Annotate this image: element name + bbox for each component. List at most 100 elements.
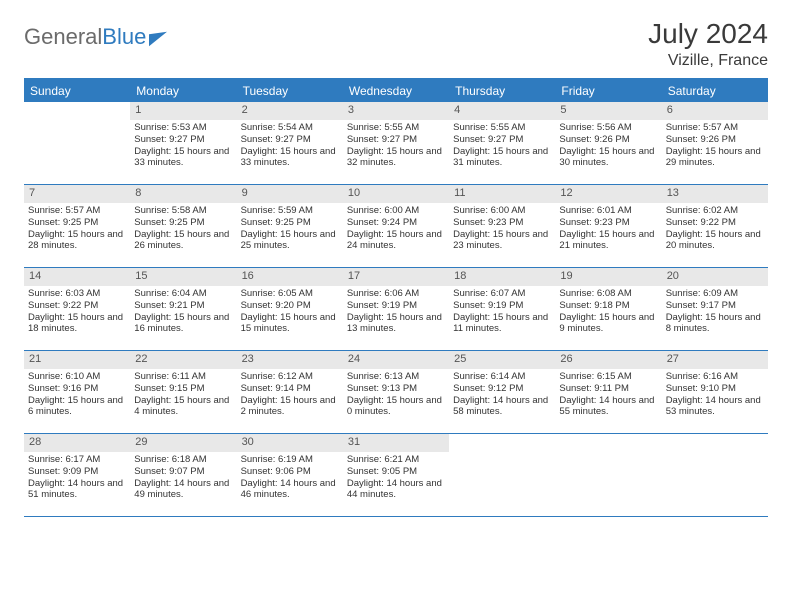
day-cell: 4Sunrise: 5:55 AMSunset: 9:27 PMDaylight… <box>449 102 555 184</box>
sunrise-line: Sunrise: 6:00 AM <box>453 205 551 217</box>
day-body: Sunrise: 6:15 AMSunset: 9:11 PMDaylight:… <box>555 369 661 423</box>
sunrise-line: Sunrise: 6:19 AM <box>241 454 339 466</box>
day-number: 9 <box>237 185 343 203</box>
dow-cell: Sunday <box>24 80 130 102</box>
day-number: 11 <box>449 185 555 203</box>
daylight-line: Daylight: 15 hours and 31 minutes. <box>453 146 551 170</box>
title-block: July 2024 Vizille, France <box>648 18 768 70</box>
sunset-line: Sunset: 9:26 PM <box>666 134 764 146</box>
day-cell: 11Sunrise: 6:00 AMSunset: 9:23 PMDayligh… <box>449 185 555 267</box>
daylight-line: Daylight: 15 hours and 15 minutes. <box>241 312 339 336</box>
day-cell: 28Sunrise: 6:17 AMSunset: 9:09 PMDayligh… <box>24 434 130 516</box>
day-number: 21 <box>24 351 130 369</box>
daylight-line: Daylight: 14 hours and 55 minutes. <box>559 395 657 419</box>
day-number: 26 <box>555 351 661 369</box>
day-number: 17 <box>343 268 449 286</box>
day-cell: 12Sunrise: 6:01 AMSunset: 9:23 PMDayligh… <box>555 185 661 267</box>
day-number: 25 <box>449 351 555 369</box>
day-body: Sunrise: 6:10 AMSunset: 9:16 PMDaylight:… <box>24 369 130 423</box>
day-number: 13 <box>662 185 768 203</box>
daylight-line: Daylight: 15 hours and 23 minutes. <box>453 229 551 253</box>
day-number: 3 <box>343 102 449 120</box>
day-cell: 26Sunrise: 6:15 AMSunset: 9:11 PMDayligh… <box>555 351 661 433</box>
day-number: 20 <box>662 268 768 286</box>
daylight-line: Daylight: 14 hours and 51 minutes. <box>28 478 126 502</box>
day-body: Sunrise: 5:57 AMSunset: 9:26 PMDaylight:… <box>662 120 768 174</box>
daylight-line: Daylight: 15 hours and 6 minutes. <box>28 395 126 419</box>
day-cell: 5Sunrise: 5:56 AMSunset: 9:26 PMDaylight… <box>555 102 661 184</box>
day-body: Sunrise: 6:19 AMSunset: 9:06 PMDaylight:… <box>237 452 343 506</box>
day-body: Sunrise: 6:09 AMSunset: 9:17 PMDaylight:… <box>662 286 768 340</box>
daylight-line: Daylight: 14 hours and 44 minutes. <box>347 478 445 502</box>
day-number: 8 <box>130 185 236 203</box>
sunrise-line: Sunrise: 6:15 AM <box>559 371 657 383</box>
day-cell: 19Sunrise: 6:08 AMSunset: 9:18 PMDayligh… <box>555 268 661 350</box>
month-title: July 2024 <box>648 18 768 50</box>
sunset-line: Sunset: 9:22 PM <box>28 300 126 312</box>
day-cell: 29Sunrise: 6:18 AMSunset: 9:07 PMDayligh… <box>130 434 236 516</box>
day-body: Sunrise: 6:03 AMSunset: 9:22 PMDaylight:… <box>24 286 130 340</box>
brand-part1: General <box>24 24 102 50</box>
day-number: 7 <box>24 185 130 203</box>
dow-cell: Tuesday <box>237 80 343 102</box>
day-cell: 2Sunrise: 5:54 AMSunset: 9:27 PMDaylight… <box>237 102 343 184</box>
day-number: 19 <box>555 268 661 286</box>
sunset-line: Sunset: 9:24 PM <box>347 217 445 229</box>
day-body: Sunrise: 6:18 AMSunset: 9:07 PMDaylight:… <box>130 452 236 506</box>
dow-cell: Friday <box>555 80 661 102</box>
day-cell: 8Sunrise: 5:58 AMSunset: 9:25 PMDaylight… <box>130 185 236 267</box>
dow-cell: Saturday <box>662 80 768 102</box>
daylight-line: Daylight: 14 hours and 46 minutes. <box>241 478 339 502</box>
dow-cell: Monday <box>130 80 236 102</box>
calendar-page: GeneralBlue July 2024 Vizille, France Su… <box>0 0 792 535</box>
day-number: 2 <box>237 102 343 120</box>
day-cell: 17Sunrise: 6:06 AMSunset: 9:19 PMDayligh… <box>343 268 449 350</box>
daylight-line: Daylight: 15 hours and 24 minutes. <box>347 229 445 253</box>
day-number: 27 <box>662 351 768 369</box>
daylight-line: Daylight: 14 hours and 58 minutes. <box>453 395 551 419</box>
day-body: Sunrise: 5:57 AMSunset: 9:25 PMDaylight:… <box>24 203 130 257</box>
dow-cell: Thursday <box>449 80 555 102</box>
day-cell: 18Sunrise: 6:07 AMSunset: 9:19 PMDayligh… <box>449 268 555 350</box>
day-body: Sunrise: 6:01 AMSunset: 9:23 PMDaylight:… <box>555 203 661 257</box>
sunrise-line: Sunrise: 5:55 AM <box>453 122 551 134</box>
sunset-line: Sunset: 9:20 PM <box>241 300 339 312</box>
sunset-line: Sunset: 9:27 PM <box>241 134 339 146</box>
day-cell: 15Sunrise: 6:04 AMSunset: 9:21 PMDayligh… <box>130 268 236 350</box>
day-cell <box>555 434 661 516</box>
day-number: 1 <box>130 102 236 120</box>
day-number: 5 <box>555 102 661 120</box>
day-body: Sunrise: 6:11 AMSunset: 9:15 PMDaylight:… <box>130 369 236 423</box>
daylight-line: Daylight: 14 hours and 49 minutes. <box>134 478 232 502</box>
day-number: 18 <box>449 268 555 286</box>
day-number: 14 <box>24 268 130 286</box>
week-row: 1Sunrise: 5:53 AMSunset: 9:27 PMDaylight… <box>24 102 768 185</box>
daylight-line: Daylight: 15 hours and 28 minutes. <box>28 229 126 253</box>
day-number: 4 <box>449 102 555 120</box>
daylight-line: Daylight: 15 hours and 13 minutes. <box>347 312 445 336</box>
day-cell: 23Sunrise: 6:12 AMSunset: 9:14 PMDayligh… <box>237 351 343 433</box>
day-number: 12 <box>555 185 661 203</box>
sunrise-line: Sunrise: 6:21 AM <box>347 454 445 466</box>
sunrise-line: Sunrise: 5:53 AM <box>134 122 232 134</box>
daylight-line: Daylight: 15 hours and 33 minutes. <box>134 146 232 170</box>
daylight-line: Daylight: 15 hours and 20 minutes. <box>666 229 764 253</box>
sunset-line: Sunset: 9:19 PM <box>347 300 445 312</box>
sunrise-line: Sunrise: 6:01 AM <box>559 205 657 217</box>
day-number: 15 <box>130 268 236 286</box>
day-number: 29 <box>130 434 236 452</box>
week-row: 21Sunrise: 6:10 AMSunset: 9:16 PMDayligh… <box>24 351 768 434</box>
day-number: 16 <box>237 268 343 286</box>
sunrise-line: Sunrise: 5:56 AM <box>559 122 657 134</box>
day-body: Sunrise: 5:53 AMSunset: 9:27 PMDaylight:… <box>130 120 236 174</box>
daylight-line: Daylight: 15 hours and 25 minutes. <box>241 229 339 253</box>
sunset-line: Sunset: 9:23 PM <box>559 217 657 229</box>
day-cell: 13Sunrise: 6:02 AMSunset: 9:22 PMDayligh… <box>662 185 768 267</box>
daylight-line: Daylight: 15 hours and 16 minutes. <box>134 312 232 336</box>
location-label: Vizille, France <box>648 52 768 70</box>
day-number: 31 <box>343 434 449 452</box>
sunset-line: Sunset: 9:05 PM <box>347 466 445 478</box>
sunrise-line: Sunrise: 5:57 AM <box>666 122 764 134</box>
daylight-line: Daylight: 15 hours and 2 minutes. <box>241 395 339 419</box>
day-body: Sunrise: 6:16 AMSunset: 9:10 PMDaylight:… <box>662 369 768 423</box>
